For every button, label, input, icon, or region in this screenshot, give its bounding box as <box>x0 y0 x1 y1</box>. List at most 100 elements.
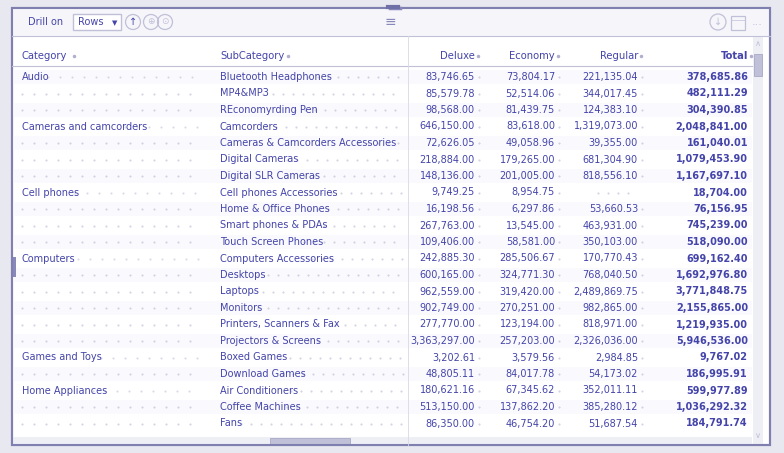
Text: ⊙: ⊙ <box>162 18 169 26</box>
Text: Category: Category <box>22 51 67 61</box>
Text: Cell phones: Cell phones <box>22 188 79 198</box>
Text: 137,862.20: 137,862.20 <box>499 402 555 412</box>
Text: 902,749.00: 902,749.00 <box>419 303 475 313</box>
Text: Cameras and camcorders: Cameras and camcorders <box>22 121 147 131</box>
Text: 39,355.00: 39,355.00 <box>589 138 638 148</box>
Text: 3,579.56: 3,579.56 <box>512 352 555 362</box>
Text: Coffee Machines: Coffee Machines <box>220 402 301 412</box>
Text: 2,155,865.00: 2,155,865.00 <box>676 303 748 313</box>
Text: 3,771,848.75: 3,771,848.75 <box>676 286 748 297</box>
Bar <box>13 102 752 117</box>
Text: 8,954.75: 8,954.75 <box>512 188 555 198</box>
Text: 3,202.61: 3,202.61 <box>432 352 475 362</box>
Bar <box>13 202 752 217</box>
Text: 267,763.00: 267,763.00 <box>419 221 475 231</box>
Text: 218,884.00: 218,884.00 <box>419 154 475 164</box>
Bar <box>270 438 350 444</box>
Text: 513,150.00: 513,150.00 <box>419 402 475 412</box>
Text: 9,749.25: 9,749.25 <box>432 188 475 198</box>
Text: 385,280.12: 385,280.12 <box>583 402 638 412</box>
Text: 6,297.86: 6,297.86 <box>512 204 555 214</box>
Text: 48,805.11: 48,805.11 <box>426 369 475 379</box>
Bar <box>12 256 16 276</box>
Text: 1,167,697.10: 1,167,697.10 <box>676 171 748 181</box>
Text: Digital SLR Cameras: Digital SLR Cameras <box>220 171 320 181</box>
Text: Camcorders: Camcorders <box>220 121 278 131</box>
Bar <box>13 400 752 414</box>
Text: 13,545.00: 13,545.00 <box>506 221 555 231</box>
Text: 161,040.01: 161,040.01 <box>687 138 748 148</box>
Text: 221,135.04: 221,135.04 <box>583 72 638 82</box>
Text: ≡: ≡ <box>384 15 396 29</box>
Text: Rows: Rows <box>78 17 103 27</box>
Text: 86,350.00: 86,350.00 <box>426 419 475 429</box>
Text: ▼: ▼ <box>112 20 118 26</box>
Text: Fans: Fans <box>220 419 242 429</box>
Text: REconomyrding Pen: REconomyrding Pen <box>220 105 318 115</box>
Text: 982,865.00: 982,865.00 <box>583 303 638 313</box>
Text: 53,660.53: 53,660.53 <box>589 204 638 214</box>
Text: Regular: Regular <box>600 51 638 61</box>
Bar <box>13 135 752 150</box>
Text: 257,203.00: 257,203.00 <box>499 336 555 346</box>
Text: 84,017.78: 84,017.78 <box>506 369 555 379</box>
Text: Cameras & Camcorders Accessories: Cameras & Camcorders Accessories <box>220 138 396 148</box>
Text: 58,581.00: 58,581.00 <box>506 237 555 247</box>
Text: 277,770.00: 277,770.00 <box>419 319 475 329</box>
Text: 324,771.30: 324,771.30 <box>499 270 555 280</box>
Text: 76,156.95: 76,156.95 <box>693 204 748 214</box>
Text: Home & Office Phones: Home & Office Phones <box>220 204 330 214</box>
Text: 518,090.00: 518,090.00 <box>686 237 748 247</box>
Text: ⊕: ⊕ <box>147 18 154 26</box>
Text: 83,746.65: 83,746.65 <box>426 72 475 82</box>
Text: 9,767.02: 9,767.02 <box>700 352 748 362</box>
Text: Digital Cameras: Digital Cameras <box>220 154 299 164</box>
Text: 599,977.89: 599,977.89 <box>686 386 748 395</box>
Text: 270,251.00: 270,251.00 <box>499 303 555 313</box>
Bar <box>13 301 752 315</box>
Text: 1,692,976.80: 1,692,976.80 <box>676 270 748 280</box>
Text: 49,058.96: 49,058.96 <box>506 138 555 148</box>
Text: Computers: Computers <box>22 254 75 264</box>
Text: 109,406.00: 109,406.00 <box>420 237 475 247</box>
Text: 285,506.67: 285,506.67 <box>499 254 555 264</box>
Text: Air Conditioners: Air Conditioners <box>220 386 298 395</box>
Text: ↑: ↑ <box>129 17 137 27</box>
Text: 2,489,869.75: 2,489,869.75 <box>573 286 638 297</box>
Text: 962,559.00: 962,559.00 <box>419 286 475 297</box>
Text: ...: ... <box>752 17 762 27</box>
Text: Drill on: Drill on <box>28 17 64 27</box>
Text: 818,971.00: 818,971.00 <box>583 319 638 329</box>
Text: Download Games: Download Games <box>220 369 306 379</box>
Text: 344,017.45: 344,017.45 <box>583 88 638 98</box>
Text: 2,984.85: 2,984.85 <box>595 352 638 362</box>
Bar <box>731 16 745 30</box>
Text: 378,685.86: 378,685.86 <box>686 72 748 82</box>
Text: ∨: ∨ <box>755 430 761 439</box>
Text: 124,383.10: 124,383.10 <box>583 105 638 115</box>
Bar <box>13 366 752 381</box>
Text: 818,556.10: 818,556.10 <box>583 171 638 181</box>
Bar <box>73 14 121 30</box>
Text: 242,885.30: 242,885.30 <box>419 254 475 264</box>
Text: Laptops: Laptops <box>220 286 259 297</box>
Text: 201,005.00: 201,005.00 <box>499 171 555 181</box>
Text: 46,754.20: 46,754.20 <box>506 419 555 429</box>
Text: 681,304.90: 681,304.90 <box>583 154 638 164</box>
Text: 98,568.00: 98,568.00 <box>426 105 475 115</box>
Text: Home Appliances: Home Appliances <box>22 386 107 395</box>
Text: 5,946,536.00: 5,946,536.00 <box>676 336 748 346</box>
Text: Deluxe: Deluxe <box>440 51 475 61</box>
Text: 600,165.00: 600,165.00 <box>419 270 475 280</box>
Bar <box>12 8 770 36</box>
Text: Games and Toys: Games and Toys <box>22 352 102 362</box>
Text: 184,791.74: 184,791.74 <box>686 419 748 429</box>
Text: 319,420.00: 319,420.00 <box>499 286 555 297</box>
Text: 463,931.00: 463,931.00 <box>583 221 638 231</box>
Text: Boxed Games: Boxed Games <box>220 352 287 362</box>
Bar <box>13 235 752 250</box>
Text: SubCategory: SubCategory <box>220 51 285 61</box>
Text: 54,173.02: 54,173.02 <box>589 369 638 379</box>
Text: 2,048,841.00: 2,048,841.00 <box>676 121 748 131</box>
Bar <box>13 70 752 84</box>
